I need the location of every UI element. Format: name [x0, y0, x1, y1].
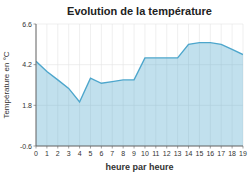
line: [36, 43, 243, 102]
x-tick-label: 10: [141, 150, 149, 157]
x-tick: [123, 146, 124, 149]
grid-line-y: [36, 24, 243, 25]
plot-area: [36, 43, 243, 146]
x-tick: [188, 146, 189, 149]
y-tick: [34, 24, 37, 25]
x-ticks: 012345678910111213141516171819: [34, 146, 247, 157]
x-tick: [221, 146, 222, 149]
x-tick: [112, 146, 113, 149]
y-tick-label: 6.6: [22, 21, 32, 28]
x-tick: [232, 146, 233, 149]
x-tick: [243, 146, 244, 149]
x-tick-label: 12: [163, 150, 171, 157]
grid: [36, 24, 243, 146]
x-tick: [101, 146, 102, 149]
x-tick: [79, 146, 80, 149]
x-tick: [210, 146, 211, 149]
x-tick-label: 4: [78, 150, 82, 157]
y-axis-line: [36, 24, 37, 146]
x-tick: [155, 146, 156, 149]
x-tick-label: 14: [185, 150, 193, 157]
x-tick-label: 15: [196, 150, 204, 157]
x-tick-label: 0: [34, 150, 38, 157]
x-tick-label: 16: [206, 150, 214, 157]
y-ticks: -0.6 1.8 4.2 6.6: [20, 21, 36, 150]
x-tick: [166, 146, 167, 149]
y-label: Température en °C: [2, 51, 11, 118]
x-tick-label: 1: [45, 150, 49, 157]
x-tick: [144, 146, 145, 149]
x-tick: [134, 146, 135, 149]
x-tick-label: 13: [174, 150, 182, 157]
grid-line-y: [36, 146, 243, 147]
x-tick-label: 18: [228, 150, 236, 157]
area: [36, 43, 243, 146]
grid-line-x: [36, 24, 37, 146]
x-tick-label: 3: [67, 150, 71, 157]
x-tick-label: 9: [132, 150, 136, 157]
chart: 012345678910111213141516171819-0.61.84.2…: [0, 0, 250, 188]
x-tick: [68, 146, 69, 149]
x-tick-label: 7: [110, 150, 114, 157]
y-tick: [34, 105, 37, 106]
x-tick-label: 11: [152, 150, 159, 157]
x-tick-label: 8: [121, 150, 125, 157]
y-tick: [34, 64, 37, 65]
x-tick-label: 2: [56, 150, 60, 157]
x-label: heure par heure: [105, 162, 173, 172]
x-tick: [199, 146, 200, 149]
x-tick: [177, 146, 178, 149]
y-tick: [34, 146, 37, 147]
x-tick-label: 5: [89, 150, 93, 157]
x-tick-label: 19: [239, 150, 247, 157]
y-tick-label: 1.8: [22, 102, 32, 109]
x-tick: [57, 146, 58, 149]
x-tick: [90, 146, 91, 149]
y-tick-label: 4.2: [22, 61, 32, 68]
y-tick-label: -0.6: [20, 143, 32, 150]
x-tick-label: 6: [99, 150, 103, 157]
x-tick-label: 17: [217, 150, 225, 157]
x-tick: [36, 146, 37, 149]
title: Evolution de la température: [67, 5, 212, 17]
x-axis-line: [36, 146, 243, 147]
x-tick: [46, 146, 47, 149]
